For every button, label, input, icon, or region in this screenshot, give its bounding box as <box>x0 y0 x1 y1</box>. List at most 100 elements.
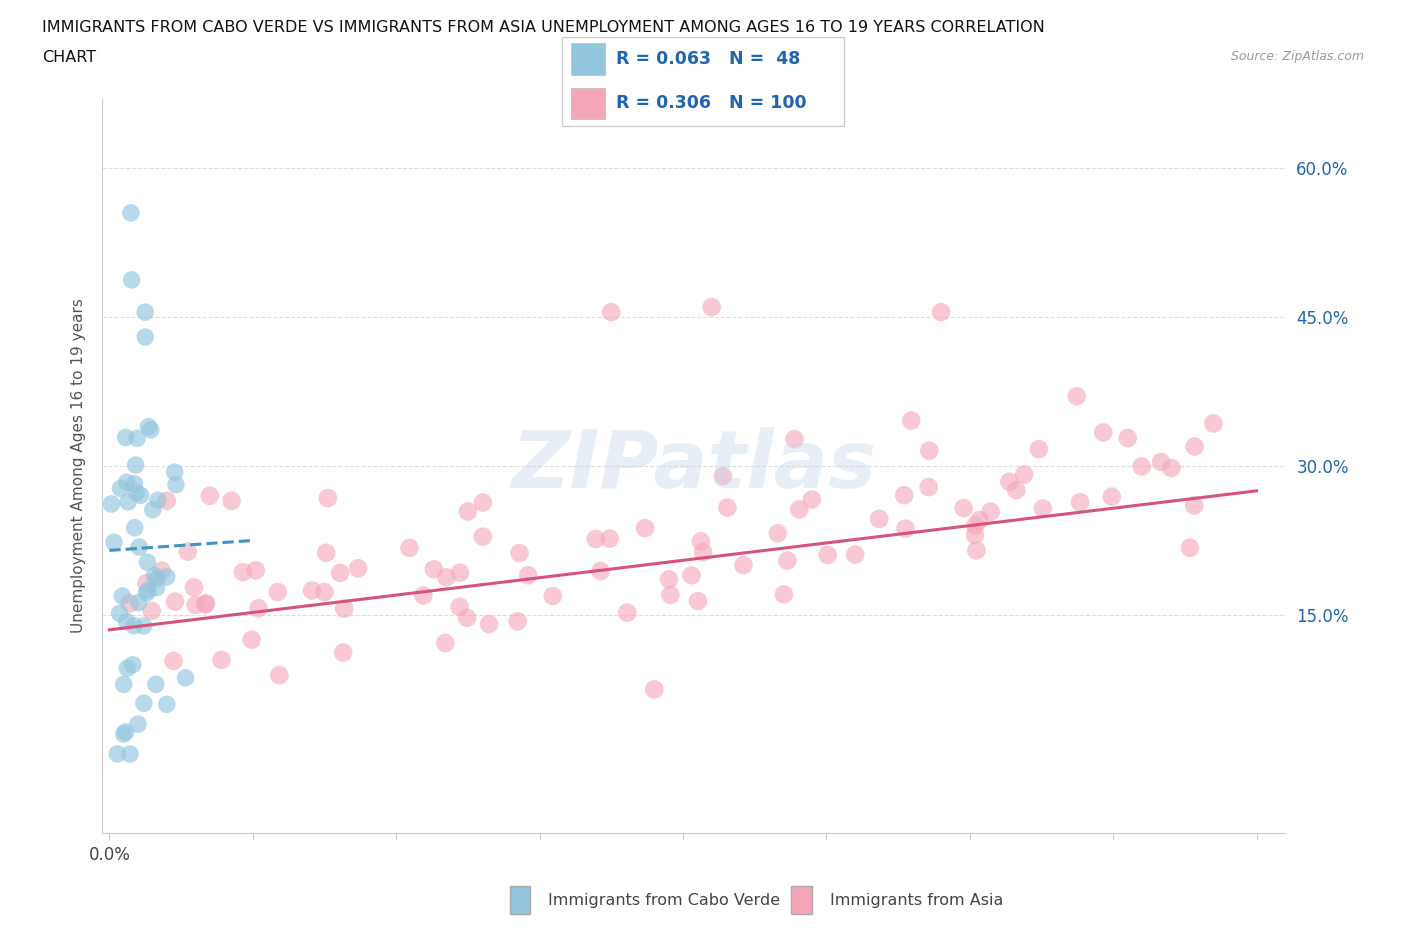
Point <box>733 558 755 573</box>
Point <box>868 512 890 526</box>
Point <box>198 488 221 503</box>
Point <box>1150 455 1173 470</box>
Point <box>1012 467 1035 482</box>
Point <box>998 474 1021 489</box>
Point <box>156 697 179 711</box>
Point <box>117 661 139 676</box>
Point <box>240 632 263 647</box>
Point <box>506 614 529 629</box>
Point <box>103 535 125 550</box>
Point <box>195 596 218 611</box>
Point <box>163 465 186 480</box>
Point <box>900 413 922 428</box>
Point <box>127 717 149 732</box>
Point <box>122 618 145 633</box>
Point <box>965 518 987 533</box>
Point <box>692 545 714 560</box>
Point <box>398 540 420 555</box>
Point <box>301 583 323 598</box>
Point <box>800 492 823 507</box>
Point <box>918 444 941 458</box>
Point <box>980 504 1002 519</box>
Point <box>844 547 866 562</box>
Point <box>1092 425 1115 440</box>
Point <box>112 726 135 741</box>
FancyBboxPatch shape <box>571 87 605 119</box>
Point <box>165 477 187 492</box>
Point <box>114 724 136 739</box>
Point <box>143 568 166 583</box>
Point <box>124 520 146 535</box>
Point <box>711 469 734 484</box>
Y-axis label: Unemployment Among Ages 16 to 19 years: Unemployment Among Ages 16 to 19 years <box>72 299 86 633</box>
Point <box>115 475 138 490</box>
Point <box>114 430 136 445</box>
Point <box>689 534 711 549</box>
Point <box>117 495 139 510</box>
Point <box>457 504 479 519</box>
Point <box>917 480 939 495</box>
Text: CHART: CHART <box>42 50 96 65</box>
Point <box>156 493 179 508</box>
Point <box>817 548 839 563</box>
Point <box>163 654 186 669</box>
Point <box>141 604 163 618</box>
Point <box>183 580 205 595</box>
Point <box>1032 501 1054 516</box>
Point <box>184 597 207 612</box>
Point <box>766 525 789 540</box>
Point <box>449 565 471 580</box>
Point <box>347 561 370 576</box>
Point <box>1160 460 1182 475</box>
Point <box>135 576 157 591</box>
Text: R = 0.306   N = 100: R = 0.306 N = 100 <box>616 94 807 112</box>
Text: IMMIGRANTS FROM CABO VERDE VS IMMIGRANTS FROM ASIA UNEMPLOYMENT AMONG AGES 16 TO: IMMIGRANTS FROM CABO VERDE VS IMMIGRANTS… <box>42 20 1045 35</box>
Point <box>471 529 494 544</box>
Point <box>423 562 446 577</box>
Point <box>1005 483 1028 498</box>
Point <box>142 502 165 517</box>
Text: Immigrants from Asia: Immigrants from Asia <box>830 893 1002 908</box>
Point <box>121 272 143 287</box>
Point <box>616 605 638 620</box>
Point <box>471 495 494 510</box>
Text: ZIPatlas: ZIPatlas <box>512 427 876 505</box>
Point <box>332 645 354 660</box>
Point <box>929 305 952 320</box>
Point <box>599 531 621 546</box>
Point <box>517 568 540 583</box>
Point <box>589 564 612 578</box>
Point <box>412 588 434 603</box>
Point <box>783 432 806 446</box>
Point <box>686 593 709 608</box>
Point <box>145 580 167 595</box>
Point <box>132 696 155 711</box>
Point <box>965 543 987 558</box>
Point <box>1116 431 1139 445</box>
Point <box>1101 489 1123 504</box>
Point <box>478 617 501 631</box>
Point <box>1066 389 1088 404</box>
Point <box>894 521 917 536</box>
Point <box>716 500 738 515</box>
Point <box>129 488 152 503</box>
Point <box>124 476 146 491</box>
Point <box>134 305 156 320</box>
Point <box>893 487 915 502</box>
Point <box>247 601 270 616</box>
Point <box>787 502 810 517</box>
Text: R = 0.063   N =  48: R = 0.063 N = 48 <box>616 50 800 68</box>
Point <box>120 206 142 220</box>
Point <box>329 565 352 580</box>
Point <box>333 601 356 616</box>
Point <box>128 595 150 610</box>
Point <box>146 571 169 586</box>
Point <box>135 586 157 601</box>
Point <box>209 653 232 668</box>
Point <box>112 677 135 692</box>
Point <box>110 481 132 496</box>
Point <box>163 594 186 609</box>
Point <box>456 610 478 625</box>
FancyBboxPatch shape <box>571 44 605 75</box>
Point <box>221 494 243 509</box>
